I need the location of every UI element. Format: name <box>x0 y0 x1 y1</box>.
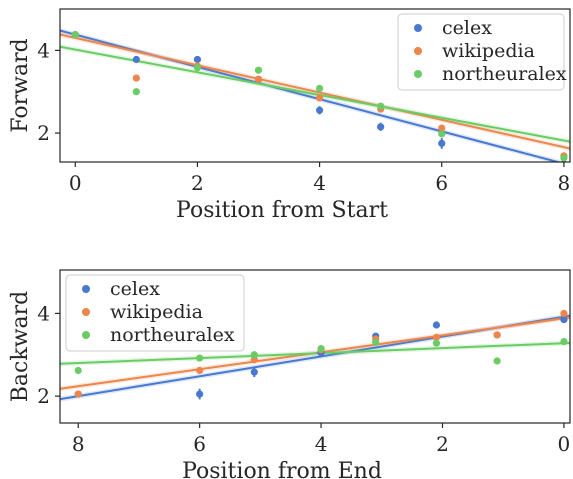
point-northeuralex <box>71 31 79 39</box>
point-wikipedia <box>254 75 263 83</box>
axes-frame <box>59 8 571 163</box>
point-wikipedia <box>74 390 82 398</box>
x-tick-label: 4 <box>313 171 326 195</box>
x-tick-label: 6 <box>193 432 206 456</box>
point-northeuralex <box>132 88 140 96</box>
x-tick-label: 8 <box>72 432 85 456</box>
point-wikipedia <box>432 333 441 342</box>
legend-marker-celex <box>414 24 422 32</box>
legend-marker-wikipedia <box>82 308 90 316</box>
point-celex <box>132 55 140 64</box>
legend-marker-wikipedia <box>414 47 422 55</box>
point-wikipedia <box>196 366 204 375</box>
x-tick-label: 0 <box>69 171 82 195</box>
x-tick-label: 8 <box>558 171 571 195</box>
legend-label-wikipedia: wikipedia <box>110 301 203 323</box>
legend-label-northeuralex: northeuralex <box>442 63 567 85</box>
legend-marker-northeuralex <box>414 70 422 78</box>
point-northeuralex <box>493 357 501 365</box>
point-northeuralex <box>193 64 202 72</box>
point-northeuralex <box>250 351 258 359</box>
point-northeuralex <box>560 154 568 162</box>
x-tick-label: 0 <box>558 432 571 456</box>
point-celex <box>196 390 204 398</box>
point-northeuralex <box>377 102 385 110</box>
legend-label-celex: celex <box>110 278 160 300</box>
y-tick-label: 2 <box>37 384 50 408</box>
point-wikipedia <box>493 331 501 339</box>
legend-label-northeuralex: northeuralex <box>110 324 235 346</box>
point-northeuralex <box>432 339 441 347</box>
legend-box <box>65 274 245 352</box>
point-northeuralex <box>196 354 204 362</box>
point-wikipedia <box>250 356 258 364</box>
legend-marker-northeuralex <box>82 331 90 339</box>
x-tick-label: 2 <box>191 171 204 195</box>
point-celex <box>250 368 258 376</box>
point-northeuralex <box>317 344 325 353</box>
point-celex <box>432 321 441 329</box>
point-celex <box>193 55 202 64</box>
y-tick-label: 4 <box>37 38 50 62</box>
point-northeuralex <box>438 130 446 138</box>
y-axis-label: Backward <box>8 291 33 402</box>
x-tick-label: 4 <box>315 432 328 456</box>
legend-label-celex: celex <box>442 17 492 39</box>
fit-line-wikipedia <box>60 33 570 150</box>
point-northeuralex <box>74 366 82 375</box>
axes-frame <box>59 269 571 424</box>
plot-area <box>60 28 570 162</box>
x-axis-label: Position from Start <box>176 198 388 223</box>
point-wikipedia <box>132 74 140 82</box>
point-northeuralex <box>372 338 380 346</box>
point-celex <box>315 106 324 114</box>
point-wikipedia <box>315 94 324 102</box>
chart-panel-1: 0 2 4 6 8 2 4 Position from Start Forward celexwi… <box>8 8 571 223</box>
legend-box <box>397 13 565 91</box>
point-celex <box>560 316 568 324</box>
plot-area <box>60 309 570 402</box>
y-tick-label: 4 <box>37 301 50 325</box>
point-northeuralex <box>315 84 324 92</box>
x-tick-label: 6 <box>435 171 448 195</box>
y-axis-label: Forward <box>8 38 33 132</box>
x-tick-label: 2 <box>436 432 449 456</box>
fit-line-northeuralex <box>60 341 570 365</box>
legend-label-wikipedia: wikipedia <box>442 40 535 62</box>
point-celex <box>377 123 385 131</box>
chart-panel-2: 8 6 4 2 0 2 4 Position from End Backward celexwik… <box>8 269 571 479</box>
fit-line-northeuralex <box>60 45 570 143</box>
point-wikipedia <box>438 124 446 132</box>
point-wikipedia <box>560 309 568 318</box>
y-tick-label: 2 <box>37 121 50 145</box>
legend-marker-celex <box>82 285 90 293</box>
point-northeuralex <box>254 66 263 74</box>
point-celex <box>438 139 446 147</box>
x-axis-label: Position from End <box>182 459 382 479</box>
point-northeuralex <box>560 337 568 346</box>
